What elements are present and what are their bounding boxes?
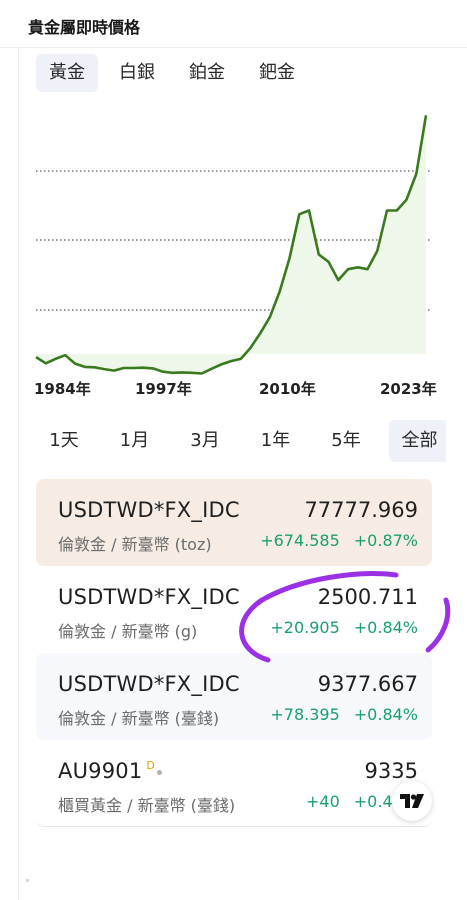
quote-price: 9335 <box>364 759 418 783</box>
decorative-dot <box>26 879 29 882</box>
tab-palladium[interactable]: 鈀金 <box>259 62 295 83</box>
quote-description: 櫃買黃金 / 新臺幣 (臺錢) <box>58 796 236 815</box>
price-chart-svg <box>35 115 432 375</box>
quote-change-pct: +0.87% <box>353 531 418 550</box>
quote-price: 77777.969 <box>304 498 418 522</box>
range-tab-all[interactable]: 全部 <box>388 420 446 462</box>
x-tick-label: 1984年 <box>34 380 91 398</box>
quote-change-pct: +0.84% <box>353 618 418 637</box>
range-tab-1m[interactable]: 1月 <box>119 430 150 451</box>
quote-description: 倫敦金 / 新臺幣 (g) <box>58 622 198 641</box>
quote-symbol: AU9901 D <box>58 759 163 783</box>
range-tab-3m[interactable]: 3月 <box>190 430 220 451</box>
price-chart[interactable] <box>0 96 467 406</box>
market-status-dot <box>157 769 163 775</box>
quote-row[interactable]: USDTWD*FX_IDC 倫敦金 / 新臺幣 (臺錢) 9377.667 +7… <box>36 653 432 740</box>
x-tick-label: 1997年 <box>135 380 192 398</box>
range-tab-1d[interactable]: 1天 <box>49 430 79 451</box>
quote-description: 倫敦金 / 新臺幣 (臺錢) <box>58 709 220 728</box>
delayed-badge: D <box>146 759 156 772</box>
price-series-line <box>35 115 428 375</box>
quote-description: 倫敦金 / 新臺幣 (toz) <box>58 535 212 554</box>
quote-symbol-text: AU9901 <box>58 759 143 783</box>
x-tick-label: 2010年 <box>259 380 316 398</box>
tab-gold[interactable]: 黃金 <box>36 54 98 92</box>
quote-row[interactable]: USDTWD*FX_IDC 倫敦金 / 新臺幣 (toz) 77777.969 … <box>36 479 432 566</box>
tab-platinum[interactable]: 鉑金 <box>189 62 225 83</box>
price-area-fill <box>36 115 426 374</box>
quote-change: +78.395 +0.84% <box>270 705 418 724</box>
tab-silver[interactable]: 白銀 <box>119 62 155 83</box>
price-widget-card <box>18 48 467 900</box>
quote-change: +20.905 +0.84% <box>270 618 418 637</box>
quote-change-abs: +674.585 <box>260 531 340 550</box>
tradingview-logo-icon[interactable] <box>392 781 432 821</box>
range-tabs: 1天 1月 3月 1年 5年 全部 <box>36 420 446 462</box>
quote-change-pct: +0.84% <box>353 705 418 724</box>
page-title: 貴金屬即時價格 <box>28 18 141 37</box>
quote-symbol: USDTWD*FX_IDC <box>58 498 240 522</box>
quote-change-abs: +20.905 <box>270 618 340 637</box>
quote-symbol: USDTWD*FX_IDC <box>58 672 240 696</box>
quote-change-abs: +40 <box>306 792 340 811</box>
quote-row[interactable]: AU9901 D 櫃買黃金 / 新臺幣 (臺錢) 9335 +40 +0.43% <box>36 740 432 827</box>
metal-tabs: 黃金 白銀 鉑金 鈀金 <box>36 54 316 92</box>
quote-price: 9377.667 <box>317 672 418 696</box>
quote-change: +674.585 +0.87% <box>260 531 418 550</box>
quote-symbol: USDTWD*FX_IDC <box>58 585 240 609</box>
app-header: 貴金屬即時價格 <box>0 0 467 48</box>
quote-list: USDTWD*FX_IDC 倫敦金 / 新臺幣 (toz) 77777.969 … <box>36 479 432 827</box>
x-tick-label: 2023年 <box>380 380 437 398</box>
range-tab-1y[interactable]: 1年 <box>260 430 291 451</box>
quote-change-abs: +78.395 <box>270 705 340 724</box>
quote-price: 2500.711 <box>317 585 418 609</box>
range-tab-5y[interactable]: 5年 <box>331 430 361 451</box>
quote-row[interactable]: USDTWD*FX_IDC 倫敦金 / 新臺幣 (g) 2500.711 +20… <box>36 566 432 653</box>
